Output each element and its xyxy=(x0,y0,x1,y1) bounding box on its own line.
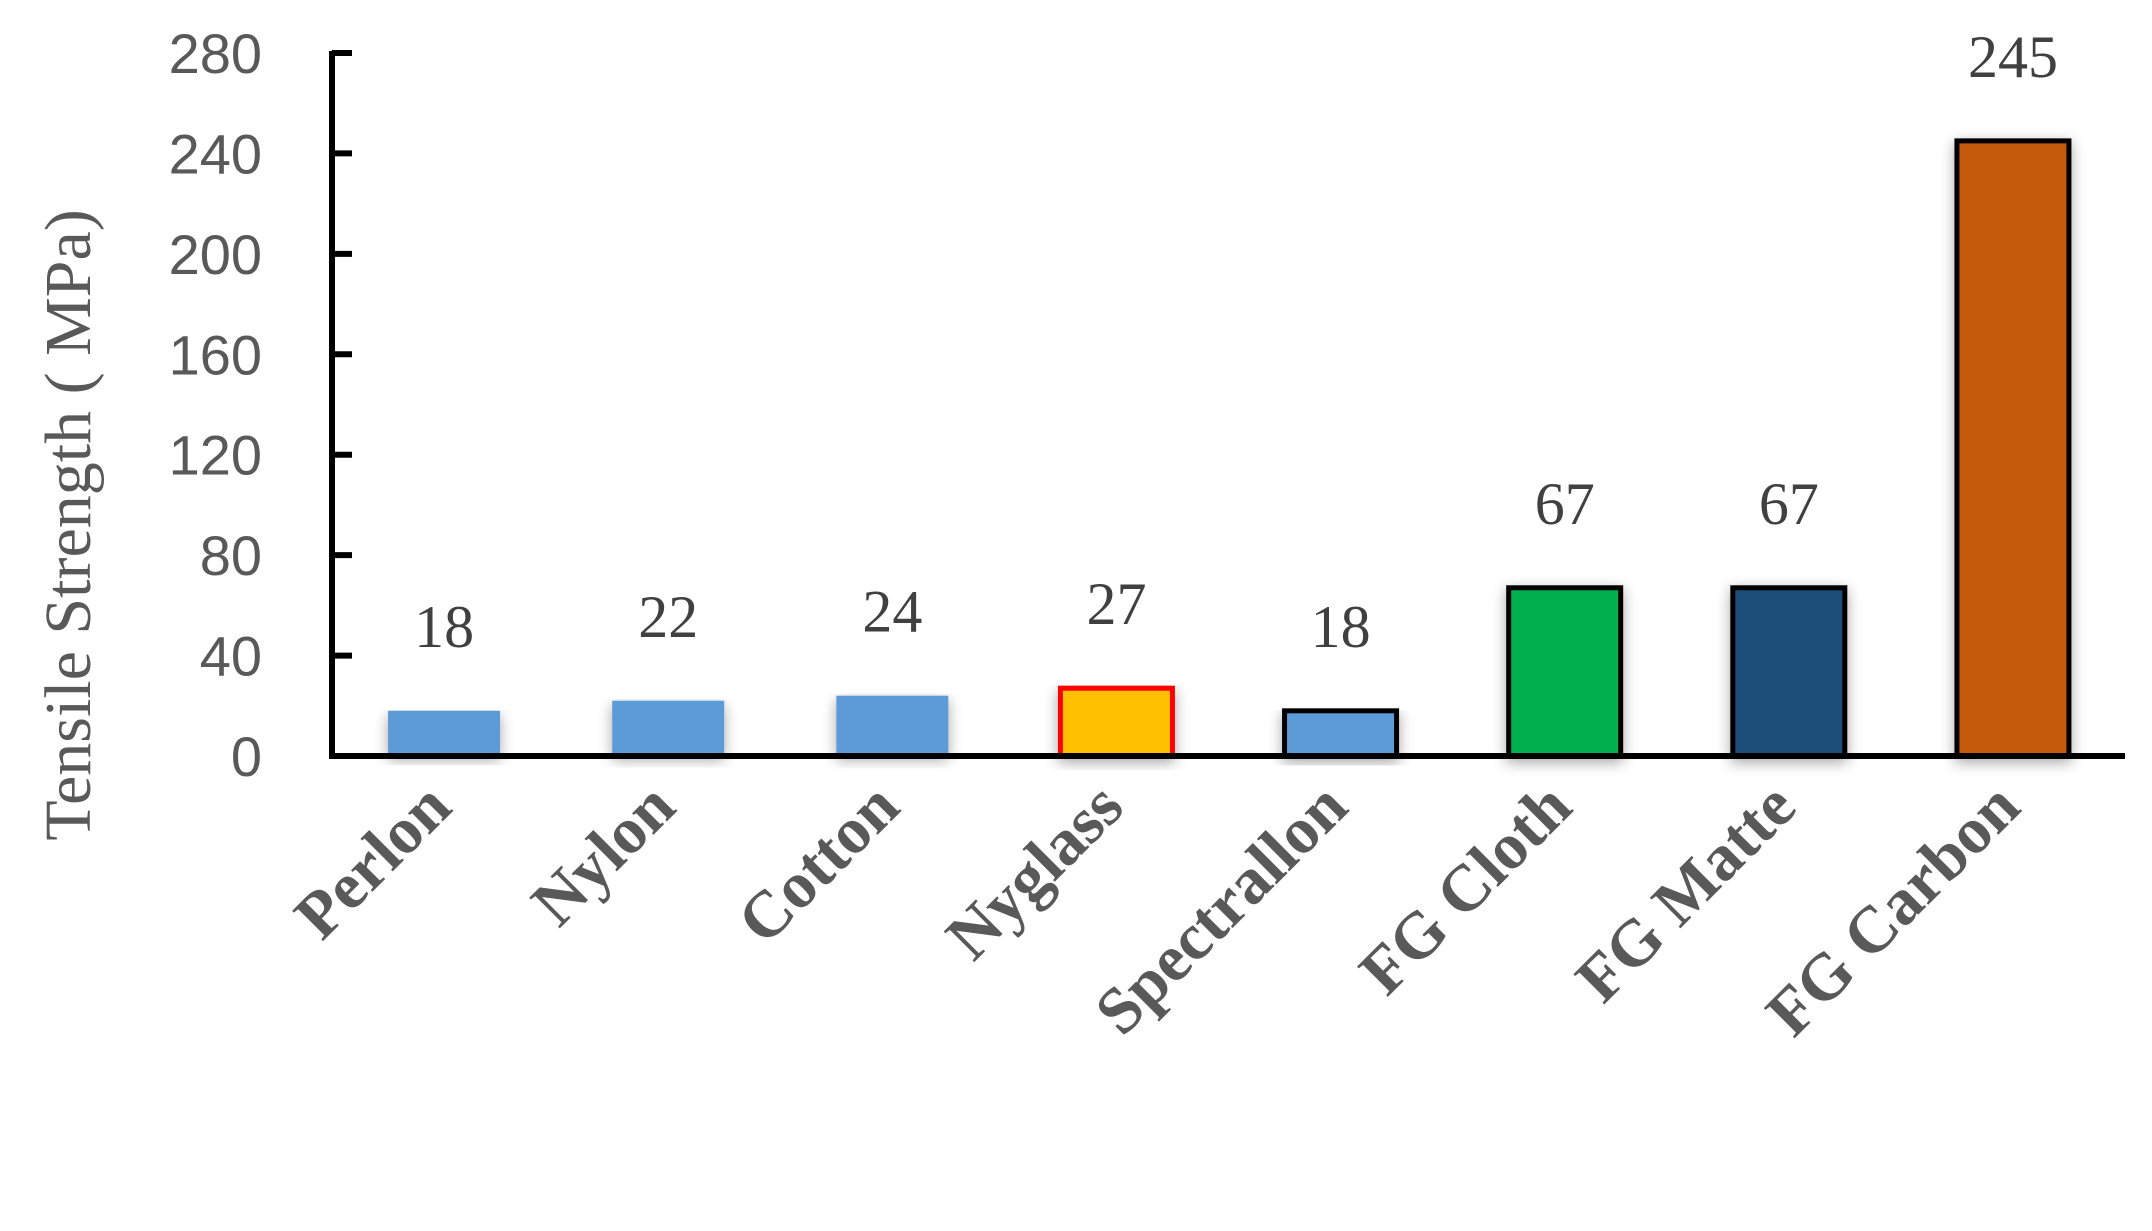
category-label: Nylon xyxy=(518,769,689,940)
data-label: 18 xyxy=(1311,594,1371,660)
y-tick-label: 120 xyxy=(169,424,262,487)
bar-fg-cloth xyxy=(1506,585,1624,759)
bar-fg-carbon xyxy=(1954,138,2072,759)
y-tick-label: 40 xyxy=(200,625,262,688)
data-label: 22 xyxy=(638,584,698,650)
bars-layer xyxy=(388,138,2072,759)
labels-layer: 18Perlon22Nylon24Cotton27Nyglass18Spectr… xyxy=(169,22,2058,1050)
bar-nylon xyxy=(612,700,725,756)
y-tick-label: 280 xyxy=(169,22,262,85)
bar-fg-matte xyxy=(1730,585,1848,759)
y-tick-label: 80 xyxy=(200,524,262,587)
bar-perlon xyxy=(388,710,501,756)
data-label: 24 xyxy=(862,579,922,645)
category-label: Nyglass xyxy=(932,769,1137,974)
data-label: 18 xyxy=(414,594,474,660)
bar-cotton xyxy=(836,695,949,756)
y-axis-title: Tensile Strength ( MPa) xyxy=(32,209,105,840)
category-label: FG Cloth xyxy=(1346,769,1586,1009)
category-label: Perlon xyxy=(281,769,465,953)
bar-spectrallon xyxy=(1282,708,1400,759)
data-label: 67 xyxy=(1759,471,1819,537)
y-tick-label: 200 xyxy=(169,223,262,286)
data-label: 67 xyxy=(1535,471,1595,537)
y-tick-label: 160 xyxy=(169,323,262,386)
category-label: Cotton xyxy=(724,769,913,958)
axes-layer xyxy=(329,50,2125,759)
bar-nyglass xyxy=(1057,685,1175,759)
y-tick-label: 240 xyxy=(169,122,262,185)
data-label: 245 xyxy=(1968,24,2058,90)
data-label: 27 xyxy=(1086,571,1146,637)
y-tick-label: 0 xyxy=(231,725,262,788)
